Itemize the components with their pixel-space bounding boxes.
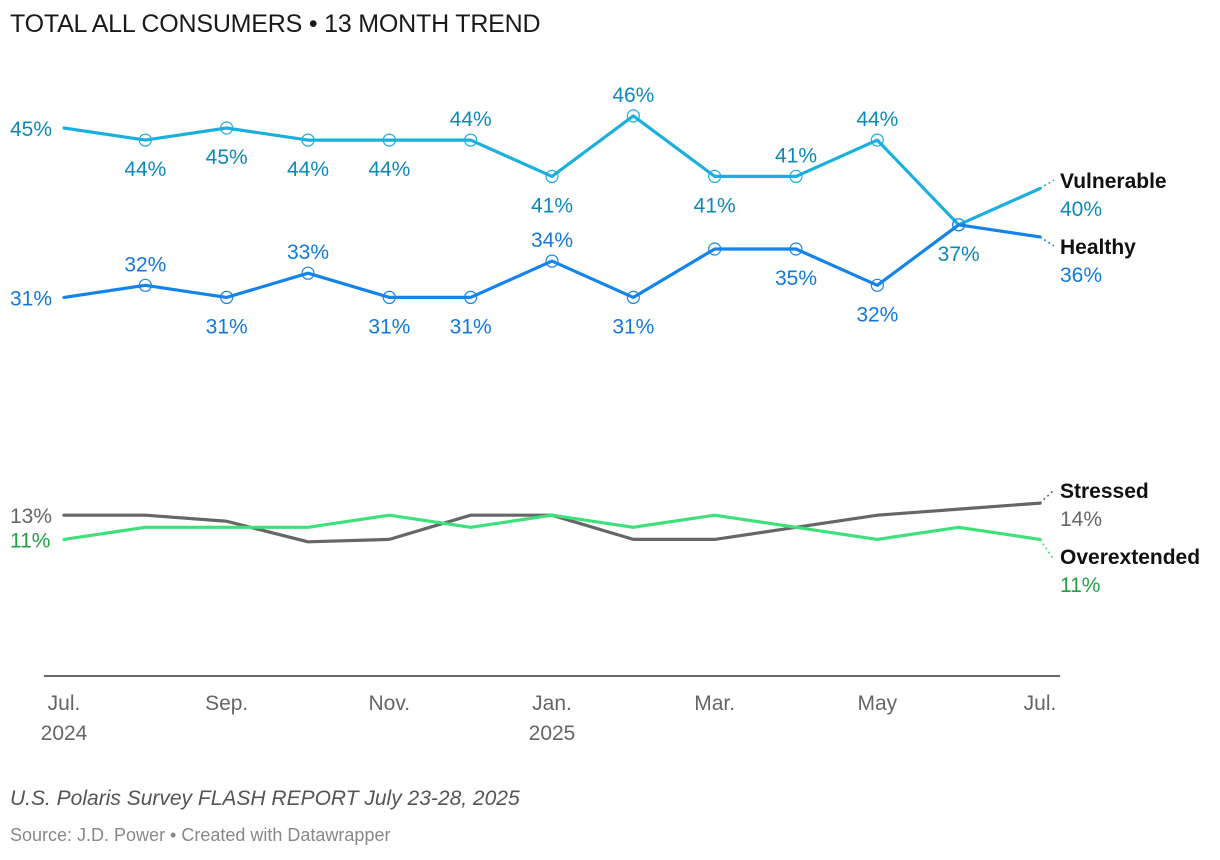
- vulnerable-data-label: 44%: [287, 158, 329, 181]
- healthy-data-label: 31%: [206, 315, 248, 338]
- overextended-data-label: 11%: [10, 529, 50, 552]
- vulnerable-data-label: 45%: [206, 146, 248, 169]
- report-note: U.S. Polaris Survey FLASH REPORT July 23…: [10, 787, 520, 810]
- x-tick-label: Jul.: [48, 692, 81, 715]
- vulnerable-data-label: 37%: [938, 243, 980, 266]
- healthy-data-label: 32%: [124, 253, 166, 276]
- vulnerable-data-label: 44%: [450, 108, 492, 131]
- stressed-data-label: 13%: [10, 505, 52, 528]
- healthy-data-label: 31%: [10, 287, 52, 310]
- vulnerable-data-label: 41%: [531, 194, 573, 217]
- healthy-point-marker: [220, 290, 234, 304]
- vulnerable-series-line: [62, 114, 1042, 227]
- healthy-data-label: 31%: [450, 315, 492, 338]
- stressed-series-name: Stressed: [1060, 480, 1149, 503]
- healthy-data-label: 32%: [856, 303, 898, 326]
- healthy-series-line: [62, 223, 1042, 299]
- overextended-series-name: Overextended: [1060, 546, 1200, 569]
- stressed-end-connector: [1039, 489, 1055, 504]
- vulnerable-point-marker: [545, 169, 559, 183]
- vulnerable-data-label: 46%: [612, 84, 654, 107]
- x-tick-label: 2025: [529, 722, 576, 745]
- vulnerable-data-label: 45%: [10, 118, 52, 141]
- healthy-series-name: Healthy: [1060, 236, 1136, 259]
- x-tick-label: Mar.: [694, 692, 735, 715]
- healthy-data-label: 31%: [368, 315, 410, 338]
- healthy-point-marker: [708, 242, 722, 256]
- overextended-end-value: 11%: [1060, 574, 1100, 597]
- x-tick-label: 2024: [41, 722, 88, 745]
- vulnerable-point-marker: [789, 169, 803, 183]
- vulnerable-point-marker: [220, 121, 234, 135]
- overextended-end-connector: [1039, 538, 1055, 561]
- healthy-point-marker: [464, 290, 478, 304]
- vulnerable-data-label: 41%: [775, 144, 817, 167]
- vulnerable-data-label: 44%: [856, 108, 898, 131]
- healthy-data-label: 34%: [531, 229, 573, 252]
- vulnerable-point-marker: [626, 109, 640, 123]
- vulnerable-point-marker: [464, 133, 478, 147]
- healthy-end-connector: [1039, 236, 1055, 247]
- overextended-series-line: [62, 513, 1042, 542]
- healthy-point-marker: [382, 290, 396, 304]
- x-tick-label: Nov.: [369, 692, 411, 715]
- healthy-point-marker: [545, 254, 559, 268]
- x-tick-label: Sep.: [205, 692, 248, 715]
- healthy-point-marker: [301, 266, 315, 280]
- vulnerable-series-name: Vulnerable: [1060, 170, 1167, 193]
- healthy-data-label: 33%: [287, 241, 329, 264]
- healthy-data-label: 31%: [612, 315, 654, 338]
- vulnerable-point-marker: [138, 133, 152, 147]
- vulnerable-data-label: 44%: [124, 158, 166, 181]
- x-tick-label: May: [857, 692, 897, 715]
- vulnerable-data-label: 44%: [368, 158, 410, 181]
- healthy-point-marker: [138, 278, 152, 292]
- healthy-data-label: 35%: [775, 267, 817, 290]
- healthy-end-value: 36%: [1060, 264, 1102, 287]
- stressed-end-value: 14%: [1060, 508, 1102, 531]
- chart-title: TOTAL ALL CONSUMERS • 13 MONTH TREND: [10, 10, 541, 38]
- vulnerable-point-marker: [382, 133, 396, 147]
- vulnerable-end-connector: [1039, 179, 1055, 190]
- vulnerable-data-label: 41%: [694, 194, 736, 217]
- healthy-point-marker: [626, 290, 640, 304]
- vulnerable-end-value: 40%: [1060, 198, 1102, 221]
- healthy-point-marker: [952, 218, 966, 232]
- healthy-point-marker: [789, 242, 803, 256]
- x-tick-label: Jul.: [1024, 692, 1057, 715]
- vulnerable-point-marker: [870, 133, 884, 147]
- x-tick-label: Jan.: [532, 692, 572, 715]
- vulnerable-point-marker: [708, 169, 722, 183]
- vulnerable-point-marker: [301, 133, 315, 147]
- source-credit: Source: J.D. Power • Created with Datawr…: [10, 825, 391, 845]
- healthy-point-marker: [870, 278, 884, 292]
